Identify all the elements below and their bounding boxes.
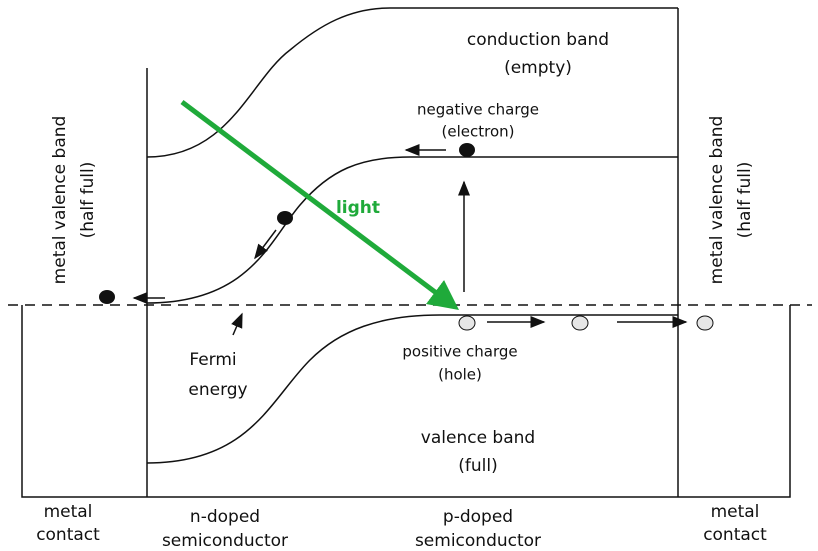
arrows (132, 100, 688, 336)
hole (696, 315, 714, 331)
label: positive charge (402, 343, 517, 361)
label: conduction band (467, 30, 609, 50)
arrow (231, 312, 243, 336)
label: (electron) (442, 123, 515, 141)
label: semiconductor (415, 531, 541, 551)
valence-edge (146, 314, 678, 464)
label: light (336, 198, 380, 218)
label: (half full) (735, 162, 755, 239)
label: energy (188, 380, 247, 400)
conduction-edge (146, 156, 678, 304)
charges (99, 143, 714, 331)
label: (empty) (504, 58, 572, 78)
label: Fermi (189, 350, 236, 370)
label: metal valence band (50, 116, 70, 285)
label: metal valence band (707, 116, 727, 285)
contact-box (21, 305, 791, 498)
label: (half full) (78, 162, 98, 239)
label: metal (44, 502, 93, 522)
conduction-top (146, 7, 678, 158)
labels: conduction band (empty) negative charge … (36, 30, 767, 551)
label: metal (711, 502, 760, 522)
label: p-doped (443, 507, 513, 527)
label: contact (36, 525, 100, 545)
label: (full) (458, 456, 497, 476)
light-arrow (180, 100, 459, 311)
arrow (254, 229, 277, 260)
hole (571, 315, 589, 331)
electron (277, 211, 293, 225)
label: (hole) (438, 366, 482, 384)
label: semiconductor (162, 531, 288, 551)
hole (458, 315, 476, 331)
label: n-doped (190, 507, 260, 527)
label: valence band (421, 428, 535, 448)
label: negative charge (417, 101, 539, 119)
label: contact (703, 525, 767, 545)
electron (99, 290, 115, 304)
outlines (8, 7, 812, 498)
electron (459, 143, 475, 157)
